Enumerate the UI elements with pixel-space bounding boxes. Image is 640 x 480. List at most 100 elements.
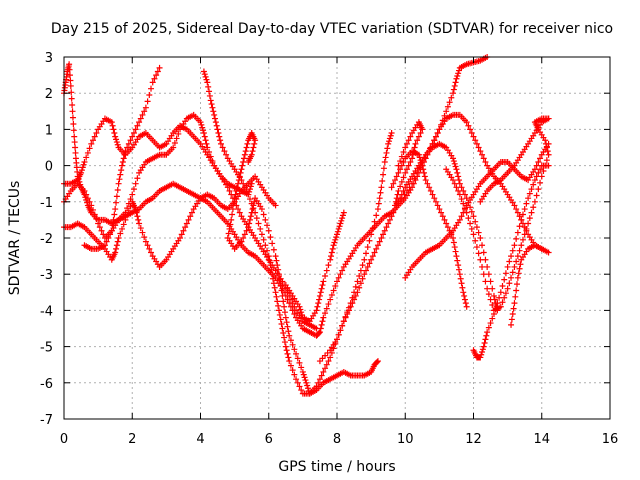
data-point-marker	[354, 278, 361, 285]
data-point-marker	[403, 140, 410, 147]
data-point-marker	[127, 196, 134, 203]
data-point-marker	[83, 154, 90, 161]
data-point-marker	[535, 169, 542, 176]
data-point-marker	[205, 83, 212, 90]
data-point-marker	[272, 289, 279, 296]
data-point-marker	[229, 211, 236, 218]
data-point-marker	[286, 332, 293, 339]
data-point-marker	[538, 245, 545, 252]
data-point-marker	[443, 108, 450, 115]
data-point-marker	[407, 133, 414, 140]
data-point-marker	[88, 140, 95, 147]
data-point-marker	[421, 173, 428, 180]
data-point-marker	[458, 196, 465, 203]
data-point-marker	[204, 144, 211, 151]
data-point-marker	[332, 236, 339, 243]
data-point-marker	[477, 256, 484, 263]
data-point-marker	[378, 184, 385, 191]
data-point-marker	[66, 61, 73, 68]
data-point-marker	[452, 163, 459, 170]
data-point-marker	[119, 225, 126, 232]
data-point-marker	[479, 263, 486, 270]
data-point-marker	[319, 282, 326, 289]
data-point-marker	[533, 192, 540, 199]
data-point-marker	[297, 306, 304, 313]
data-point-marker	[315, 300, 322, 307]
data-point-marker	[217, 140, 224, 147]
data-point-marker	[246, 196, 253, 203]
data-point-marker	[318, 285, 325, 292]
data-point-marker	[420, 166, 427, 173]
data-point-marker	[66, 66, 73, 73]
data-point-marker	[455, 262, 462, 269]
x-tick-label: 2	[128, 432, 136, 447]
data-point-marker	[482, 336, 489, 343]
data-series	[61, 173, 279, 270]
data-point-marker	[545, 249, 552, 256]
data-point-marker	[275, 302, 282, 309]
data-point-marker	[497, 303, 504, 310]
data-point-marker	[109, 122, 116, 129]
data-point-marker	[461, 191, 468, 198]
data-point-marker	[371, 249, 378, 256]
data-point-marker	[519, 236, 526, 243]
data-point-marker	[531, 198, 538, 205]
data-point-marker	[80, 161, 87, 168]
data-point-marker	[398, 153, 405, 160]
y-tick-label: -6	[40, 377, 53, 392]
data-point-marker	[479, 349, 486, 356]
data-point-marker	[334, 336, 340, 343]
data-point-marker	[281, 334, 288, 341]
data-point-marker	[347, 303, 354, 310]
data-point-marker	[339, 267, 346, 274]
data-point-marker	[291, 311, 298, 318]
data-point-marker	[455, 70, 462, 77]
data-point-marker	[405, 137, 412, 144]
data-point-marker	[316, 376, 323, 383]
data-point-marker	[419, 158, 426, 165]
data-point-marker	[513, 258, 520, 265]
data-point-marker	[467, 220, 474, 227]
data-point-marker	[304, 385, 311, 392]
y-tick-label: -4	[40, 304, 53, 319]
data-point-marker	[277, 316, 284, 323]
data-point-marker	[458, 280, 465, 287]
data-point-marker	[526, 215, 533, 222]
data-point-marker	[456, 271, 463, 278]
data-point-marker	[363, 267, 370, 274]
data-point-marker	[434, 202, 441, 209]
data-point-marker	[508, 316, 515, 323]
data-point-marker	[514, 209, 521, 216]
data-point-marker	[421, 154, 428, 161]
data-point-marker	[317, 289, 324, 296]
data-point-marker	[383, 224, 390, 231]
data-point-marker	[461, 296, 468, 303]
data-point-marker	[460, 200, 467, 207]
y-tick-label: -7	[40, 413, 53, 428]
data-point-marker	[180, 227, 187, 234]
data-point-marker	[146, 92, 153, 99]
data-series	[402, 140, 552, 281]
data-point-marker	[316, 330, 323, 337]
data-point-marker	[501, 294, 508, 301]
data-point-marker	[453, 184, 460, 191]
data-point-marker	[386, 135, 393, 142]
data-point-marker	[240, 235, 247, 241]
data-point-marker	[451, 244, 458, 251]
data-point-marker	[530, 181, 537, 188]
data-point-marker	[241, 155, 248, 162]
data-point-marker	[250, 144, 257, 151]
data-point-marker	[398, 195, 405, 202]
data-point-marker	[266, 257, 273, 264]
data-point-marker	[68, 89, 75, 96]
data-point-marker	[426, 145, 433, 152]
data-point-marker	[129, 191, 136, 198]
data-point-marker	[250, 202, 257, 209]
data-series	[470, 162, 552, 361]
data-point-marker	[525, 195, 532, 202]
data-point-marker	[431, 195, 438, 202]
data-point-marker	[319, 318, 326, 325]
data-point-marker	[287, 337, 294, 344]
data-point-marker	[508, 253, 515, 260]
data-point-marker	[334, 278, 340, 285]
